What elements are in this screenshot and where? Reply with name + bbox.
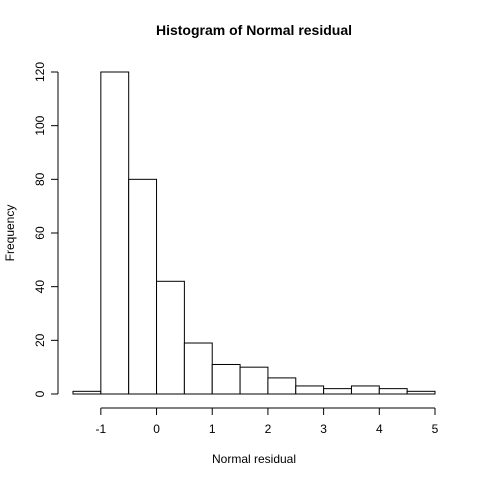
histogram-bar [267,377,297,395]
x-tick-label: 3 [320,422,327,436]
x-axis-label: Normal residual [212,452,296,466]
y-tick-label: 40 [33,280,47,294]
bars-group [72,71,436,395]
x-tick-label: 1 [209,422,216,436]
y-tick-label: 120 [33,62,47,82]
y-tick-label: 100 [33,115,47,135]
chart-title: Histogram of Normal residual [156,22,352,38]
histogram-bar [295,385,325,395]
histogram-bar [378,388,408,395]
y-tick-label: 20 [33,333,47,347]
histogram-bar [211,363,241,395]
histogram-bar [72,390,102,395]
x-tick-label: 4 [376,422,383,436]
y-tick-label: 80 [33,172,47,186]
y-tick-label: 60 [33,226,47,240]
histogram-bar [323,388,352,395]
y-tick-label: 0 [33,390,47,397]
x-tick-label: 0 [153,422,160,436]
histogram-bar [100,71,130,395]
histogram-bar [128,178,158,395]
x-tick-label: -1 [96,422,107,436]
x-tick-label: 2 [265,422,272,436]
histogram-bar [183,342,213,395]
x-axis: -1 0 1 2 3 4 5 [96,407,439,436]
y-axis: 0 20 40 60 80 100 120 [33,62,59,397]
y-axis-label: Frequency [3,205,17,262]
histogram-bar [156,280,185,395]
histogram-bar [406,390,436,395]
histogram-bar [350,385,380,395]
histogram-bar [239,366,269,395]
x-tick-label: 5 [432,422,439,436]
